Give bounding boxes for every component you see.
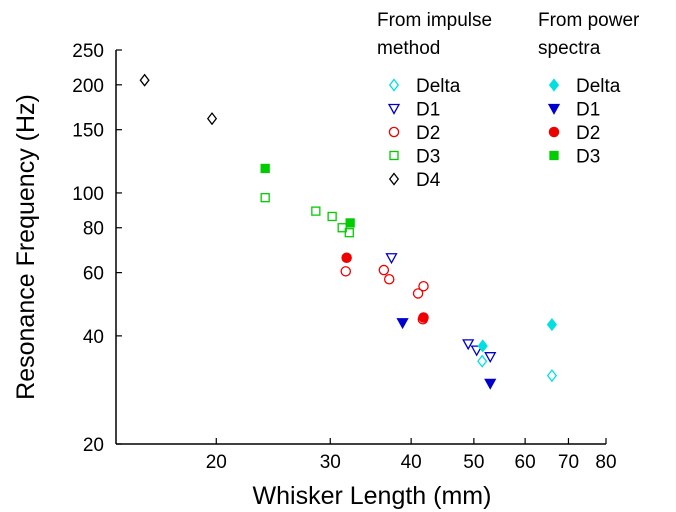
axes <box>115 50 606 445</box>
legend-marker <box>548 78 560 92</box>
data-point <box>311 206 321 216</box>
y-tick-label: 60 <box>83 264 104 285</box>
legend-marker <box>389 150 399 161</box>
data-point <box>383 274 395 285</box>
data-point <box>418 312 429 323</box>
x-tick-label: 50 <box>463 452 484 473</box>
series-d1-spectra <box>396 318 497 390</box>
data-point <box>327 211 337 222</box>
data-point <box>418 280 429 292</box>
data-point <box>345 218 355 228</box>
y-axis-title: Resonance Frequency (Hz) <box>12 94 40 400</box>
series-d3-spectra <box>260 163 355 228</box>
series-d4-impulse <box>139 73 218 126</box>
series-d1-impulse <box>385 253 497 364</box>
data-point <box>546 369 557 383</box>
series-d2-spectra <box>341 252 429 323</box>
y-tick-label: 20 <box>83 435 104 456</box>
legend-label: D2 <box>576 123 600 144</box>
legend-marker <box>388 126 400 138</box>
y-tick-label: 150 <box>72 121 104 142</box>
legend-heading-spectra-line1: From power <box>538 10 640 31</box>
series-d3-impulse <box>260 193 354 238</box>
data-point <box>340 266 352 277</box>
axis-ticks: 20 30 40 50 60 70 80 20 40 60 80 100 150 200 250 <box>72 41 616 473</box>
data-point <box>260 163 270 174</box>
legend-marker <box>388 172 400 186</box>
data-point <box>484 378 497 390</box>
legend-marker <box>547 103 561 115</box>
legend-heading-impulse-line2: method <box>377 38 440 59</box>
data-point <box>337 223 347 233</box>
legend-label: D1 <box>576 100 600 121</box>
data-point <box>206 112 218 126</box>
data-points <box>139 73 557 390</box>
y-tick-label: 200 <box>72 76 104 97</box>
legend-label: D4 <box>416 170 441 191</box>
y-tick-label: 100 <box>72 184 104 205</box>
legend-marker <box>388 78 400 92</box>
data-point <box>484 352 497 364</box>
data-point <box>139 73 150 87</box>
x-tick-label: 20 <box>206 452 227 473</box>
legend-heading-spectra-line2: spectra <box>538 38 601 59</box>
data-point <box>385 253 398 265</box>
legend-label: D1 <box>416 100 440 121</box>
legend-marker <box>548 126 560 138</box>
data-point <box>477 354 488 368</box>
data-point <box>462 339 475 351</box>
x-tick-label: 60 <box>515 452 536 473</box>
series-d2-impulse <box>340 264 429 325</box>
data-point <box>344 228 354 238</box>
legend-marker <box>387 103 401 115</box>
data-point <box>477 339 488 353</box>
x-tick-label: 40 <box>401 452 422 473</box>
x-tick-label: 80 <box>595 452 616 473</box>
data-point <box>412 288 424 299</box>
data-point <box>378 264 390 276</box>
series-delta-spectra <box>477 318 557 353</box>
x-tick-label: 70 <box>558 452 579 473</box>
y-tick-label: 80 <box>83 219 104 240</box>
legend-marker <box>549 150 559 161</box>
legend-label: Delta <box>416 76 461 97</box>
data-point <box>546 318 557 332</box>
legend-label: D3 <box>416 147 440 168</box>
data-point <box>260 193 270 203</box>
data-point <box>341 252 352 264</box>
y-tick-label: 250 <box>72 41 104 62</box>
data-point <box>396 318 409 330</box>
x-axis-title: Whisker Length (mm) <box>253 482 492 510</box>
legend: From impulse method From power spectra D… <box>377 10 640 191</box>
data-point <box>470 345 483 357</box>
legend-label: Delta <box>576 76 621 97</box>
x-tick-label: 30 <box>320 452 341 473</box>
y-tick-label: 40 <box>83 327 104 348</box>
legend-label: D3 <box>576 147 600 168</box>
series-delta-impulse <box>477 354 557 383</box>
legend-heading-impulse-line1: From impulse <box>377 10 492 31</box>
legend-label: D2 <box>416 123 440 144</box>
